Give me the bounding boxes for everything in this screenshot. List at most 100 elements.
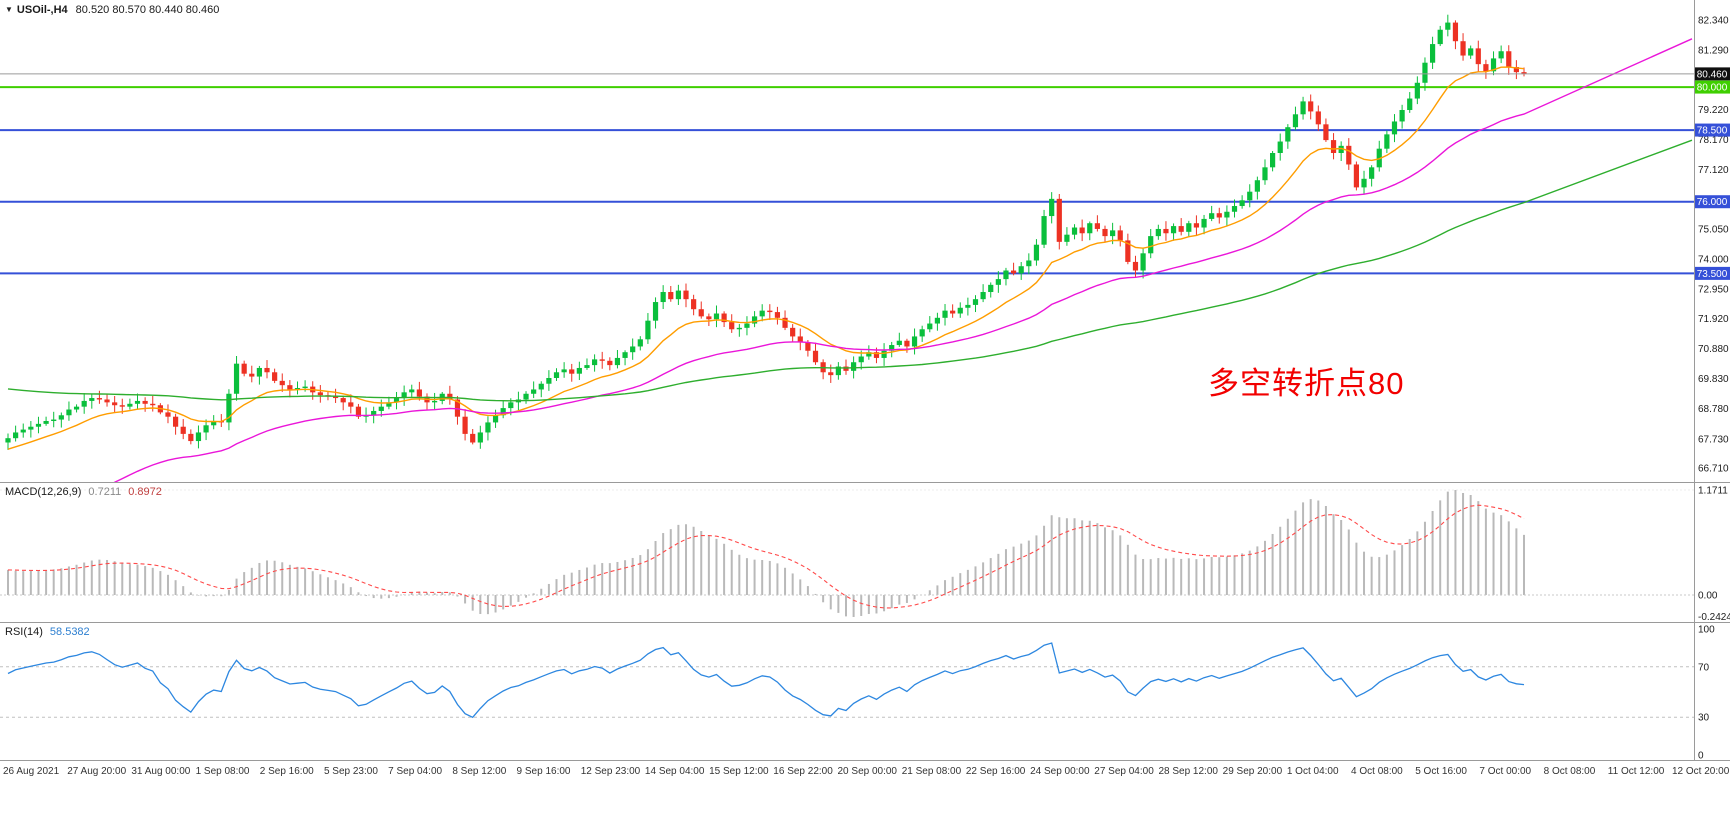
- candle-body: [1300, 101, 1306, 115]
- candle-body: [35, 423, 42, 427]
- candle-body: [1399, 110, 1405, 122]
- macd-axis-label: 1.1711: [1698, 486, 1728, 497]
- candle-body: [1445, 22, 1451, 30]
- candle-body: [1163, 228, 1169, 234]
- time-axis-label: 1 Oct 04:00: [1287, 766, 1339, 777]
- candle-body: [477, 432, 483, 443]
- candle-body: [1010, 270, 1017, 274]
- time-axis-label: 15 Sep 12:00: [709, 766, 769, 777]
- time-axis-label: 24 Sep 00:00: [1030, 766, 1090, 777]
- rsi-indicator-label: RSI(14) 58.5382: [5, 626, 90, 638]
- candle-body: [1041, 216, 1047, 245]
- candle-body: [272, 372, 278, 381]
- candle-body: [1513, 67, 1519, 73]
- candle-body: [812, 350, 819, 363]
- candle-body: [553, 372, 560, 378]
- candle-body: [1490, 58, 1497, 72]
- price-level-badge: [1695, 266, 1730, 280]
- candle-body: [660, 292, 666, 303]
- candle-body: [195, 432, 202, 442]
- time-axis-label: 7 Oct 00:00: [1479, 766, 1531, 777]
- candle-body: [1422, 62, 1428, 83]
- candle-body: [13, 432, 19, 439]
- price-axis-label: 81.290: [1698, 46, 1729, 57]
- candle-body: [355, 406, 362, 417]
- candle-body: [965, 304, 971, 308]
- collapse-arrow-icon[interactable]: ▼: [5, 5, 13, 14]
- rsi-panel[interactable]: [0, 642, 1694, 719]
- candle-body: [203, 425, 209, 433]
- candle-body: [782, 317, 788, 328]
- time-axis-label: 8 Oct 08:00: [1544, 766, 1596, 777]
- macd-panel[interactable]: [0, 489, 1694, 617]
- price-axis[interactable]: 82.340 81.290 79.220 78.170 77.120 75.050 74.0…: [1695, 16, 1730, 762]
- candle-body: [134, 400, 141, 404]
- candle-body: [599, 359, 605, 361]
- time-axis[interactable]: 26 Aug 2021 27 Aug 20:00 31 Aug 00:00 1 Sep…: [3, 766, 1730, 777]
- candle-body: [858, 356, 864, 363]
- time-axis-label: 9 Sep 16:00: [517, 766, 571, 777]
- candle-body: [5, 438, 11, 443]
- candle-body: [637, 339, 643, 347]
- candle-body: [1437, 29, 1443, 45]
- candle-body: [866, 352, 872, 357]
- candle-body: [1338, 145, 1344, 153]
- candle-body: [919, 329, 925, 337]
- price-level-badge: [1695, 80, 1730, 94]
- candle-body: [1468, 48, 1474, 56]
- candle-body: [851, 362, 857, 371]
- candle-body: [233, 363, 240, 394]
- candle-body: [843, 366, 849, 371]
- candle-body: [302, 386, 308, 389]
- candle-body: [1117, 230, 1123, 241]
- ma-line-slow: [7, 139, 1693, 402]
- candle-body: [43, 420, 49, 424]
- candle-body: [492, 415, 499, 423]
- candle-body: [500, 408, 506, 416]
- candle-body: [751, 316, 758, 324]
- candle-body: [607, 360, 613, 366]
- price-annotation-text[interactable]: 多空转折点80: [1208, 366, 1405, 401]
- candle-body: [790, 327, 796, 337]
- candle-body: [767, 310, 773, 313]
- candle-body: [1087, 223, 1093, 234]
- candle-body: [934, 317, 941, 324]
- candle-body: [180, 426, 186, 434]
- candle-body: [1414, 82, 1420, 99]
- candle-body: [1049, 198, 1055, 217]
- candle-body: [508, 402, 514, 409]
- candle-body: [546, 377, 552, 384]
- candle-body: [1506, 51, 1512, 68]
- candle-body: [454, 399, 461, 417]
- candle-body: [165, 412, 171, 417]
- candle-body: [561, 369, 567, 373]
- candle-body: [211, 420, 217, 426]
- candle-body: [1391, 121, 1398, 135]
- ohlc-values: 80.520 80.570 80.440 80.460: [75, 4, 220, 16]
- candle-body: [188, 433, 194, 442]
- candle-body: [66, 409, 72, 416]
- candle-body: [942, 310, 948, 318]
- candle-body: [995, 279, 1001, 285]
- macd-signal-line: [7, 504, 1525, 609]
- price-level-badge: [1695, 123, 1730, 137]
- candle-body: [378, 406, 384, 411]
- candle-body: [1079, 227, 1085, 234]
- candle-body: [683, 290, 689, 300]
- candle-body: [1292, 114, 1299, 128]
- candle-body: [89, 398, 95, 401]
- candle-body: [172, 416, 179, 427]
- ma-line-fast: [7, 66, 1525, 450]
- candle-body: [1521, 72, 1527, 74]
- price-axis-label: 67.730: [1698, 434, 1729, 445]
- candle-body: [1308, 101, 1314, 112]
- macd-axis-label: -0.2424: [1698, 612, 1730, 623]
- candle-body: [873, 352, 880, 358]
- candle-body: [58, 415, 64, 420]
- candle-body: [531, 389, 537, 394]
- candle-body: [972, 299, 979, 305]
- candle-body: [112, 402, 118, 406]
- main-price-panel[interactable]: [0, 14, 1694, 554]
- candle-body: [340, 398, 346, 403]
